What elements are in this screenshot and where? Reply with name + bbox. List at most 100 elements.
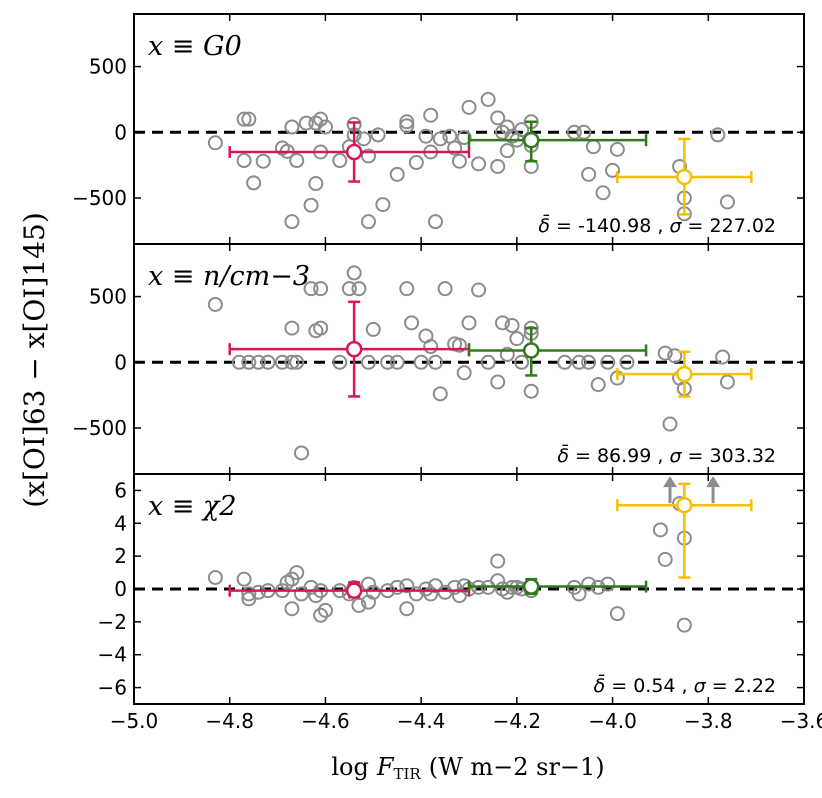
data-point <box>676 617 692 633</box>
limit-arrow-head <box>663 476 677 488</box>
data-point <box>399 118 415 134</box>
data-point <box>581 354 597 370</box>
data-point <box>428 354 443 370</box>
bin-mean-marker <box>676 168 693 186</box>
panel-label: x ≡ χ2 <box>148 491 237 522</box>
bin-mean-marker <box>676 496 693 514</box>
data-point <box>236 571 252 587</box>
data-point <box>418 581 434 597</box>
x-tick-label: −4.6 <box>301 709 350 733</box>
data-point <box>432 386 448 402</box>
data-point <box>576 124 592 140</box>
bin-mean-marker <box>345 143 363 161</box>
panel-label: x ≡ n/cm−3 <box>148 261 310 292</box>
data-point <box>514 354 530 370</box>
bin-mean-marker <box>522 578 540 595</box>
y-tick-label: −500 <box>72 186 127 210</box>
data-point <box>236 153 252 169</box>
data-point <box>207 135 223 151</box>
x-tick-label: −5.0 <box>110 709 159 733</box>
data-point <box>595 185 611 201</box>
data-point <box>523 383 539 399</box>
data-point <box>657 345 673 361</box>
data-point <box>557 354 573 370</box>
y-tick-label: 500 <box>89 55 127 79</box>
panel-stats: δ̄ = -140.98 , σ = 227.02 <box>538 213 776 237</box>
data-point <box>399 578 415 594</box>
panel-label: x ≡ G0 <box>148 31 242 62</box>
data-point <box>241 586 257 602</box>
data-point <box>313 320 329 336</box>
y-tick-label: 0 <box>114 120 127 144</box>
y-tick-label: 6 <box>114 478 127 502</box>
data-point <box>590 377 606 393</box>
data-point <box>451 337 467 353</box>
data-point <box>361 148 376 164</box>
data-point <box>404 315 420 331</box>
data-point <box>447 579 463 595</box>
data-point <box>308 176 324 192</box>
delta-value: -140.98 <box>578 215 651 237</box>
data-point <box>456 130 472 146</box>
delta-symbol: δ̄ = <box>594 673 634 697</box>
data-point <box>313 111 329 127</box>
data-point <box>389 166 405 182</box>
data-point <box>662 416 678 432</box>
data-point <box>380 354 396 370</box>
data-point <box>308 115 324 131</box>
y-axis-title: (x[OI]63 − x[OI]145) <box>18 212 51 508</box>
separator: , <box>676 675 694 697</box>
data-point <box>499 346 515 362</box>
data-point <box>600 576 616 592</box>
data-point <box>423 107 439 123</box>
data-point <box>432 131 448 147</box>
sigma-symbol: σ = <box>694 675 734 697</box>
data-point <box>207 296 223 312</box>
data-point <box>657 551 673 567</box>
data-point <box>461 99 477 115</box>
bin-mean-marker <box>676 365 693 383</box>
y-tick-label: −4 <box>98 643 127 667</box>
y-tick-label: −2 <box>98 610 127 634</box>
data-point <box>389 579 405 595</box>
data-point <box>298 115 314 131</box>
sigma-value: 227.02 <box>710 215 776 237</box>
data-point <box>303 579 319 595</box>
data-point <box>317 119 333 135</box>
data-point <box>719 194 735 210</box>
data-point <box>289 153 305 169</box>
data-point <box>351 281 367 297</box>
data-point <box>389 354 405 370</box>
data-point <box>294 445 309 461</box>
data-point <box>365 321 381 337</box>
data-point <box>447 140 463 156</box>
x-tick-label: −3.8 <box>684 709 733 733</box>
data-point <box>418 128 434 144</box>
data-point <box>303 281 319 297</box>
x-tick-label: −4.2 <box>493 709 542 733</box>
y-tick-label: 2 <box>114 544 127 568</box>
data-point <box>332 354 348 370</box>
sigma-symbol: σ = <box>669 215 709 237</box>
data-point <box>231 354 247 370</box>
data-point <box>255 153 271 169</box>
panel-stats: δ̄ = 86.99 , σ = 303.32 <box>557 443 776 467</box>
data-point <box>399 601 415 617</box>
data-point <box>581 576 597 592</box>
data-point <box>480 354 496 370</box>
data-point <box>609 606 625 622</box>
x-tick-label: −4.0 <box>588 709 637 733</box>
x-tick-label: −3.6 <box>780 709 822 733</box>
data-point <box>605 162 621 178</box>
data-point <box>571 354 587 370</box>
data-point <box>308 588 324 604</box>
data-point <box>284 354 300 370</box>
panel-2: 500 0 −500 x ≡ n/cm−3 δ̄ = 86.99 , σ = 303.3… <box>72 243 805 475</box>
data-point <box>423 339 439 355</box>
data-point <box>250 584 266 600</box>
data-point <box>289 354 305 370</box>
data-point <box>399 114 415 130</box>
data-point <box>715 349 731 365</box>
data-point <box>375 197 391 213</box>
